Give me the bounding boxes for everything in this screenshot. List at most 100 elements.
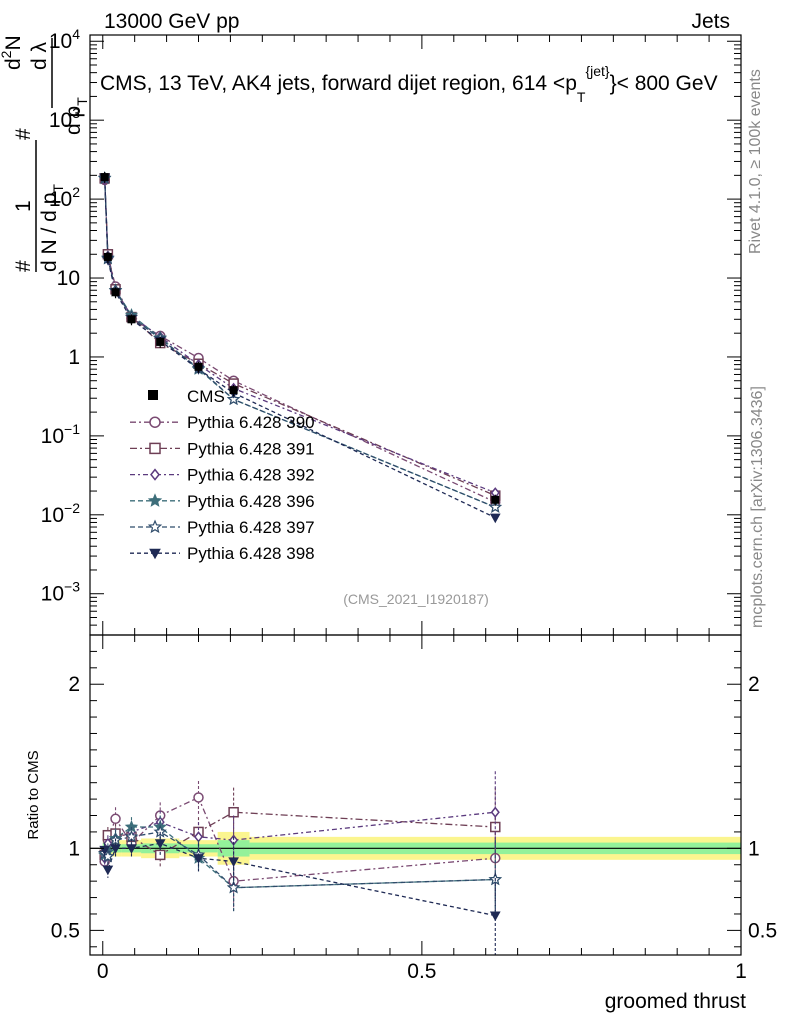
title-superscript: {jet} <box>585 63 609 79</box>
ylabel-denominator-1: d N / d pT <box>38 184 66 272</box>
x-tick-label: 0 <box>97 960 109 983</box>
main-y-tick-base: 10 <box>49 109 72 132</box>
header-energy-label: 13000 GeV pp <box>104 10 239 33</box>
ratio-series-point <box>110 844 121 854</box>
ylabel-d2n: d2N <box>0 35 25 70</box>
legend-label: Pythia 6.428 390 <box>187 413 315 432</box>
ylabel-dlambda: d λ <box>28 41 51 70</box>
main-y-tick-label: 10−1 <box>41 421 81 448</box>
main-y-tick-base: 10 <box>41 583 64 606</box>
ratio-series-point <box>193 792 204 803</box>
main-ticks <box>90 35 742 636</box>
ylabel-dn-dpt-sub: T <box>50 184 66 193</box>
ratio-series-point <box>101 849 115 863</box>
legend-cms-marker <box>148 390 158 400</box>
reference-label: (CMS_2021_I1920187) <box>343 591 489 607</box>
main-y-tick-label: 103 <box>49 105 80 132</box>
cms-data-point <box>111 288 120 297</box>
ratio-tick-labels: 0.5 0.51 12 20 0.5 1 <box>51 673 777 983</box>
ylabel-dpt-text: d p <box>62 106 85 135</box>
mcplots-label: mcplots.cern.ch [arXiv:1306.3436] <box>749 386 766 628</box>
legend-marker <box>147 493 163 507</box>
cms-data-point <box>194 362 203 371</box>
ratio-ticks <box>90 634 742 955</box>
legend-marker <box>150 468 160 481</box>
main-series-line <box>104 177 496 508</box>
ylabel-numerator-1: 1 <box>12 200 35 212</box>
main-y-tick-label: 10−2 <box>41 500 81 527</box>
x-axis-label: groomed thrust <box>605 990 746 1013</box>
ratio-frame <box>89 634 742 956</box>
ratio-series-line <box>104 796 496 882</box>
ylabel-hash-2: # <box>12 128 35 140</box>
ratio-series-point <box>490 806 500 818</box>
legend-cms-label: CMS <box>187 387 225 406</box>
cms-data-point <box>127 315 136 324</box>
ratio-panel: 0.5 0.51 12 20 0.5 1 Ratio to CMS groomed thr… <box>25 634 777 1013</box>
ratio-y-tick-label-right: 2 <box>748 673 760 696</box>
ylabel-d: d <box>2 58 25 70</box>
main-series-point <box>489 513 501 524</box>
ratio-y-tick-label-left: 2 <box>68 673 80 696</box>
plot-title: CMS, 13 TeV, AK4 jets, forward dijet reg… <box>100 63 718 105</box>
main-y-tick-base: 10 <box>49 30 72 53</box>
main-series-markers <box>97 170 502 524</box>
ratio-series-point <box>193 854 204 864</box>
rivet-label: Rivet 4.1.0, ≥ 100k events <box>747 69 764 254</box>
main-y-tick-label: 10−3 <box>41 579 81 606</box>
ratio-series-point <box>110 813 121 825</box>
ylabel-dpt: d pT <box>62 97 90 135</box>
ratio-series-point <box>102 865 114 876</box>
ratio-series-point <box>126 844 137 854</box>
ratio-series-markers <box>97 771 502 955</box>
main-series-line <box>104 177 496 519</box>
cms-data-point <box>229 386 238 395</box>
main-y-tick-base: 10 <box>41 425 64 448</box>
legend-label: Pythia 6.428 396 <box>187 492 315 511</box>
ratio-y-axis-label: Ratio to CMS <box>25 750 42 839</box>
main-y-tick-label: 102 <box>49 184 80 211</box>
legend-label: Pythia 6.428 397 <box>187 518 315 537</box>
main-y-tick-exponent: −3 <box>64 579 80 595</box>
ratio-y-tick-label-left: 0.5 <box>51 919 80 942</box>
title-suffix: }< 800 GeV <box>610 72 718 95</box>
ratio-series-point <box>228 857 239 867</box>
main-y-tick-exponent: −2 <box>64 500 80 516</box>
main-y-tick-base: 1 <box>68 346 80 369</box>
main-y-tick-label: 104 <box>49 26 80 53</box>
main-series-point <box>488 500 502 513</box>
legend-label: Pythia 6.428 398 <box>187 544 315 563</box>
x-tick-label: 1 <box>735 960 747 983</box>
legend: CMS Pythia 6.428 390 Pythia 6.428 391 Pythi… <box>130 387 315 563</box>
ratio-series-point <box>154 839 166 849</box>
cms-data-point <box>103 252 112 261</box>
legend-marker <box>147 519 163 534</box>
header-jets-label: Jets <box>691 10 730 33</box>
ylabel-d2n-exp: 2 <box>0 50 14 58</box>
ylabel-dn-dpt: d N / d p <box>38 193 61 272</box>
main-y-tick-base: 10 <box>41 504 64 527</box>
ratio-series-point <box>228 806 239 818</box>
legend-marker <box>149 442 161 455</box>
main-y-tick-exponent: −1 <box>64 421 80 437</box>
legend-marker <box>149 416 161 428</box>
legend-marker <box>149 548 161 560</box>
cms-data-point <box>156 337 165 346</box>
main-y-tick-exponent: 3 <box>72 105 80 121</box>
main-y-tick-exponent: 2 <box>72 184 80 200</box>
main-y-tick-exponent: 4 <box>72 26 80 42</box>
ratio-series-point <box>489 911 501 922</box>
main-y-axis-label: # 1 d N / d pT # d pT d2N d λ <box>0 35 90 272</box>
title-prefix: CMS, 13 TeV, AK4 jets, forward dijet reg… <box>100 72 577 95</box>
main-y-tick-base: 10 <box>57 267 80 290</box>
main-y-tick-label: 10 <box>57 267 80 290</box>
main-y-tick-base: 10 <box>49 188 72 211</box>
legend-label: Pythia 6.428 391 <box>187 439 315 458</box>
ratio-series-line <box>104 831 496 889</box>
ylabel-dpt-sub: T <box>74 97 90 106</box>
main-y-tick-label: 1 <box>68 346 80 369</box>
ratio-y-tick-label-left: 1 <box>68 837 80 860</box>
main-series-point <box>226 392 241 406</box>
